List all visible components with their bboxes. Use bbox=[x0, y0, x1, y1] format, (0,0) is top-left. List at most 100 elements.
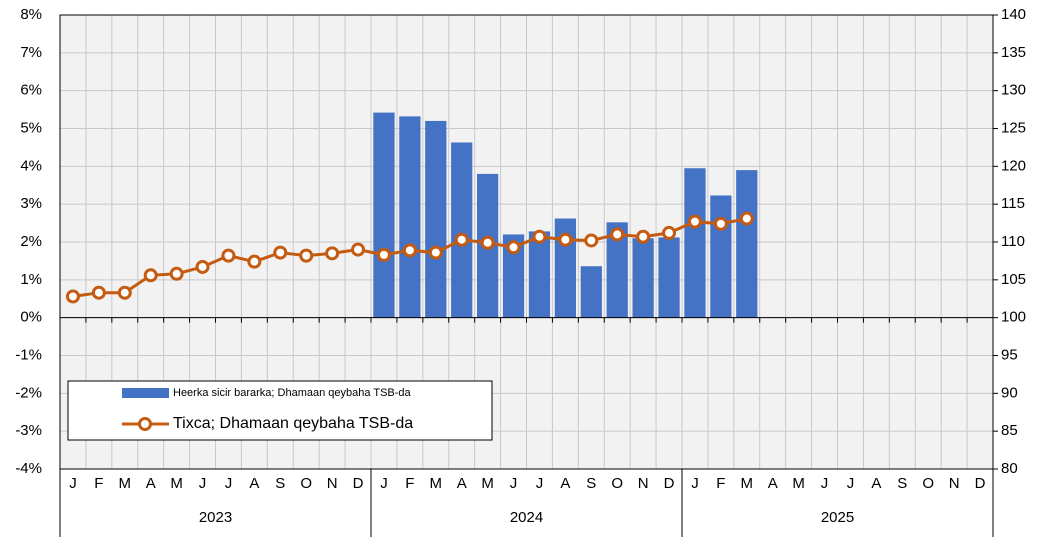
x-tick-label: M bbox=[430, 475, 443, 492]
marker bbox=[558, 232, 573, 247]
marks bbox=[65, 112, 758, 318]
bar bbox=[658, 237, 680, 318]
axes: -4% -3% -2% -1% 0% 1% 2% 3% 4% 5% 6% 7% 8% 80 85 90 95 10… bbox=[15, 6, 1026, 537]
y2-tick-label: 130 bbox=[1001, 82, 1026, 99]
plot-border bbox=[59, 14, 994, 470]
marker bbox=[610, 227, 625, 242]
marker bbox=[428, 245, 443, 260]
x-tick-label: J bbox=[536, 475, 544, 492]
x-tick-label: J bbox=[69, 475, 77, 492]
year-label: 2023 bbox=[199, 509, 232, 526]
bar bbox=[632, 238, 654, 318]
marker bbox=[91, 285, 106, 300]
x-tick-label: O bbox=[611, 475, 623, 492]
y2-tick-label: 90 bbox=[1001, 384, 1018, 401]
x-tick-label: N bbox=[949, 475, 960, 492]
x-tick-label: O bbox=[922, 475, 934, 492]
marker bbox=[195, 259, 210, 274]
y2-tick-label: 135 bbox=[1001, 44, 1026, 61]
marker bbox=[454, 232, 469, 247]
marker bbox=[376, 247, 391, 262]
legend-marker bbox=[138, 417, 152, 431]
y2-tick-label: 115 bbox=[1001, 195, 1025, 212]
bar bbox=[710, 195, 732, 318]
x-tick-label: J bbox=[380, 475, 388, 492]
x-tick-label: N bbox=[638, 475, 649, 492]
y2-tick-label: 105 bbox=[1001, 271, 1026, 288]
y-tick-label: -3% bbox=[15, 422, 42, 439]
y-tick-label: 2% bbox=[20, 233, 42, 250]
x-tick-label: A bbox=[249, 475, 259, 492]
x-tick-label: N bbox=[327, 475, 338, 492]
x-tick-label: A bbox=[457, 475, 467, 492]
marker bbox=[273, 245, 288, 260]
y2-tick-label: 100 bbox=[1001, 309, 1026, 326]
y2-tick-label: 85 bbox=[1001, 422, 1018, 439]
marker bbox=[221, 248, 236, 263]
legend: Heerka sicir bararka; Dhamaan qeybaha TS… bbox=[67, 380, 493, 441]
x-tick-label: M bbox=[481, 475, 494, 492]
x-tick-label: S bbox=[275, 475, 285, 492]
bar bbox=[528, 231, 551, 318]
y2-tick-label: 125 bbox=[1001, 119, 1026, 136]
x-tick-label: M bbox=[792, 475, 805, 492]
marker bbox=[143, 268, 158, 283]
y-tick-label: 6% bbox=[20, 82, 42, 99]
x-tick-label: J bbox=[510, 475, 518, 492]
x-tick-label: J bbox=[821, 475, 829, 492]
bar bbox=[580, 266, 602, 318]
x-tick-label: D bbox=[353, 475, 364, 492]
x-tick-label: J bbox=[847, 475, 855, 492]
y2-tick-label: 80 bbox=[1001, 460, 1018, 477]
x-tick-label: J bbox=[225, 475, 233, 492]
marker bbox=[169, 266, 184, 281]
marker bbox=[662, 225, 677, 240]
bar bbox=[451, 142, 473, 318]
y-tick-label: 1% bbox=[20, 271, 42, 288]
marker bbox=[117, 285, 132, 300]
y-tick-label: 4% bbox=[20, 157, 42, 174]
marker bbox=[506, 240, 521, 255]
marker bbox=[480, 235, 495, 250]
bar bbox=[502, 234, 525, 318]
y-tick-label: 3% bbox=[20, 195, 42, 212]
x-tick-label: S bbox=[897, 475, 907, 492]
y2-tick-label: 110 bbox=[1001, 233, 1025, 250]
bar bbox=[425, 120, 447, 318]
x-tick-label: A bbox=[768, 475, 778, 492]
marker bbox=[351, 242, 366, 257]
marker bbox=[299, 248, 314, 263]
marker bbox=[636, 229, 651, 244]
year-label: 2025 bbox=[821, 509, 854, 526]
y-tick-label: 0% bbox=[20, 309, 42, 326]
y-tick-label: 8% bbox=[20, 6, 42, 23]
x-tick-label: O bbox=[300, 475, 312, 492]
bar bbox=[606, 222, 628, 318]
marker bbox=[532, 229, 547, 244]
marker bbox=[325, 246, 340, 261]
x-tick-label: M bbox=[170, 475, 183, 492]
legend-swatch bbox=[122, 388, 169, 398]
x-tick-label: F bbox=[94, 475, 103, 492]
marker bbox=[65, 289, 80, 304]
bar bbox=[399, 116, 421, 318]
marker bbox=[402, 243, 417, 258]
x-tick-label: D bbox=[664, 475, 675, 492]
y-tick-label: 5% bbox=[20, 119, 42, 136]
y2-tick-label: 140 bbox=[1001, 6, 1026, 23]
x-tick-label: A bbox=[871, 475, 881, 492]
x-tick-label: D bbox=[975, 475, 986, 492]
x-tick-label: F bbox=[405, 475, 414, 492]
y-tick-label: -2% bbox=[15, 384, 42, 401]
bar bbox=[736, 170, 758, 318]
x-tick-label: J bbox=[691, 475, 699, 492]
y2-tick-label: 95 bbox=[1001, 346, 1018, 363]
x-tick-label: M bbox=[741, 475, 754, 492]
year-label: 2024 bbox=[510, 509, 543, 526]
bar bbox=[373, 112, 395, 318]
x-tick-label: F bbox=[716, 475, 725, 492]
legend-label: Tixca; Dhamaan qeybaha TSB-da bbox=[173, 415, 413, 432]
legend-label: Heerka sicir bararka; Dhamaan qeybaha TS… bbox=[173, 387, 412, 399]
x-tick-label: A bbox=[146, 475, 156, 492]
